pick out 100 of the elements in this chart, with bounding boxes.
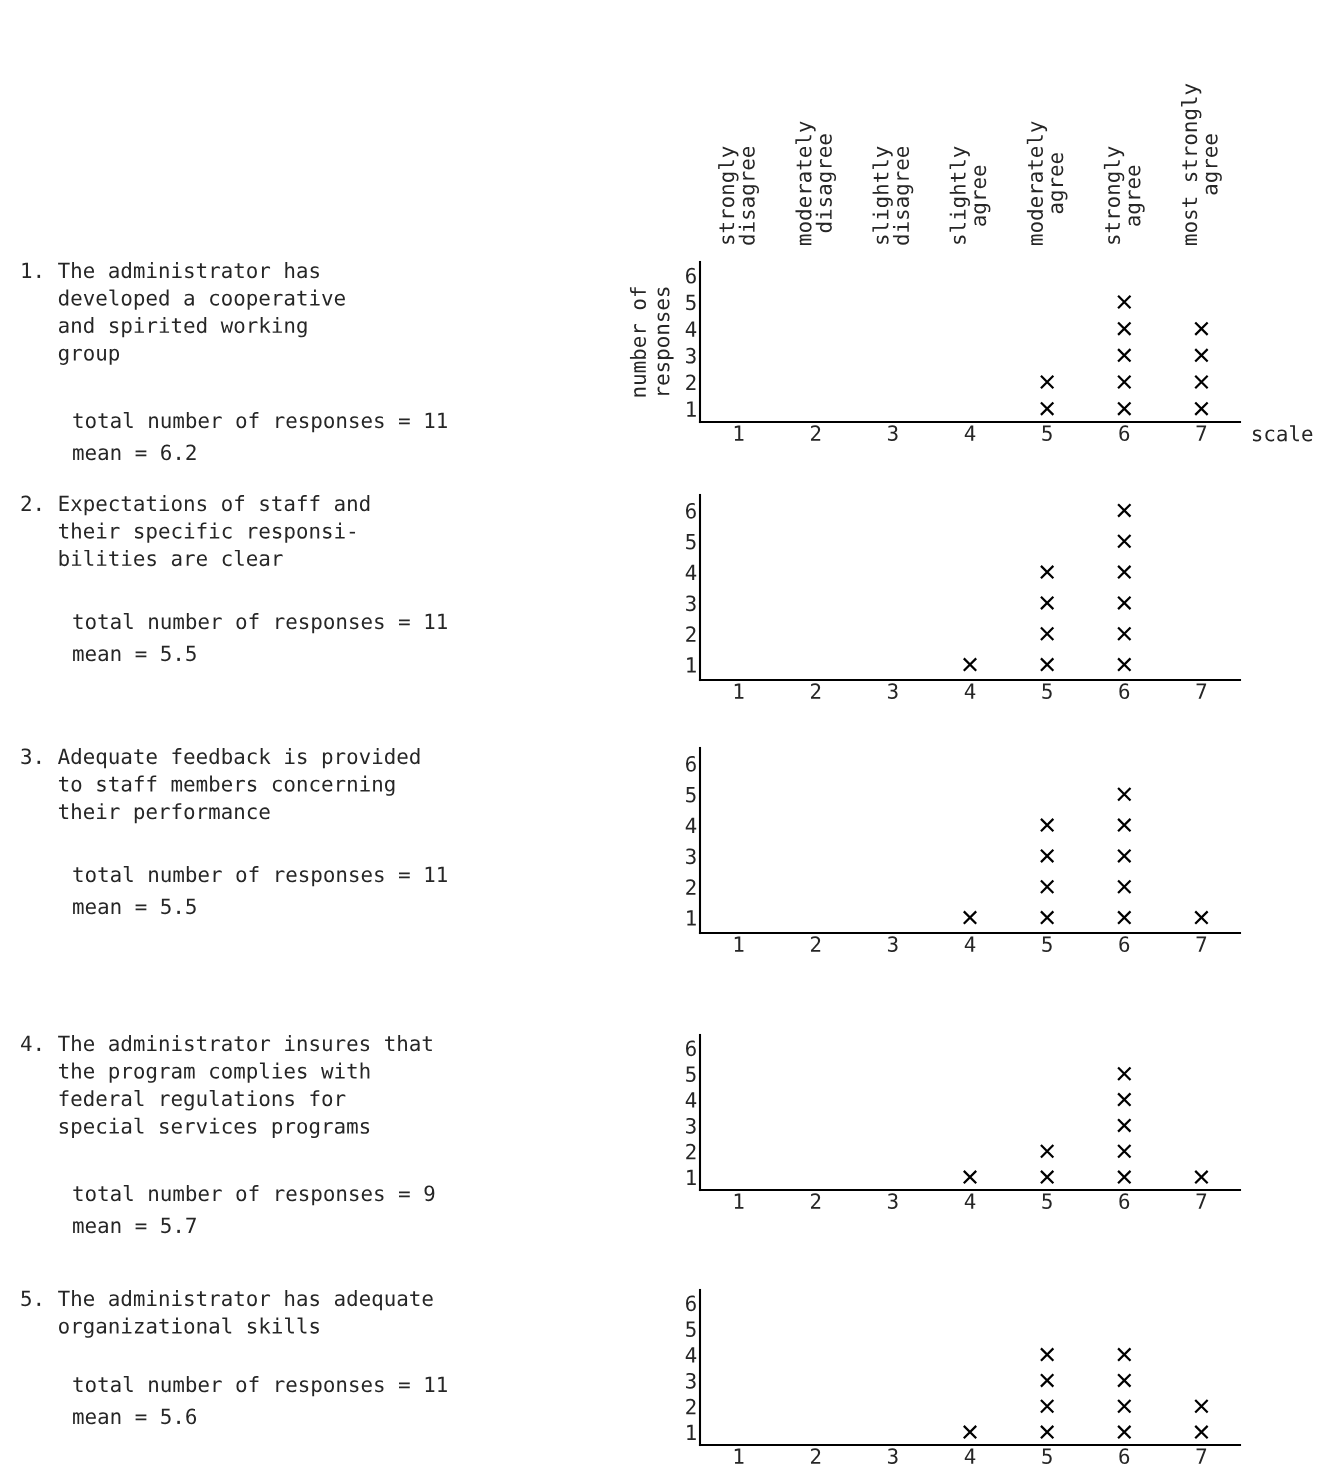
x-tick-label: 4 xyxy=(964,1193,976,1209)
point xyxy=(1116,401,1132,416)
point xyxy=(1116,1347,1132,1362)
point xyxy=(1194,910,1209,925)
point xyxy=(962,1424,978,1440)
x-tick-label: 5 xyxy=(1042,1193,1052,1210)
y-tick-label: 3 xyxy=(686,848,696,865)
x-tick-label: 6 xyxy=(1119,425,1130,442)
x-tick-label: 1 xyxy=(734,425,744,441)
x-tick-label: 3 xyxy=(887,683,898,700)
y-tick-label: 5 xyxy=(686,1066,696,1083)
point xyxy=(1116,1373,1132,1388)
text: mean = 5.5 xyxy=(73,898,196,915)
x-tick-label: 1 xyxy=(734,683,744,699)
y-tick-label: 4 xyxy=(685,1092,697,1108)
point xyxy=(962,910,978,925)
x-tick-label: 5 xyxy=(1042,683,1052,700)
point xyxy=(1116,786,1132,802)
point xyxy=(1039,848,1055,864)
y-tick-label: 3 xyxy=(686,1117,696,1134)
point xyxy=(1116,1118,1132,1133)
y-tick-label: 2 xyxy=(686,626,696,642)
point xyxy=(1116,910,1132,925)
x-tick-label: 4 xyxy=(964,1448,976,1464)
y-tick-label: 2 xyxy=(686,374,696,390)
y-tick-label: 4 xyxy=(685,1347,697,1363)
y-tick-label: 5 xyxy=(686,294,696,311)
x-tick-label: 3 xyxy=(887,425,898,442)
point xyxy=(1039,1169,1055,1185)
point xyxy=(1116,533,1132,549)
x-tick-label: 7 xyxy=(1196,1448,1207,1464)
y-tick-label: 1 xyxy=(687,1424,696,1441)
point xyxy=(1116,1424,1132,1440)
point xyxy=(1039,1373,1055,1388)
point xyxy=(1116,1398,1132,1414)
y-tick-label: 2 xyxy=(686,1143,696,1160)
y-tick-label: 5 xyxy=(686,787,696,803)
text: mean = 5.6 xyxy=(73,1408,197,1425)
point xyxy=(1194,374,1209,390)
text: 2. Expectations of staff and their specific responsi- bilities are clear xyxy=(21,495,370,567)
y-tick-label: 1 xyxy=(687,910,696,926)
text: total number of responses = 11 xyxy=(73,613,447,634)
y-tick-label: 6 xyxy=(686,755,696,772)
x-tick-label: 2 xyxy=(810,936,821,952)
point xyxy=(1194,348,1209,363)
text: strongly disagree xyxy=(718,146,759,245)
y-tick-label: 1 xyxy=(687,657,696,673)
x-tick-label: 6 xyxy=(1119,936,1130,953)
x-tick-label: 3 xyxy=(887,1193,898,1210)
point xyxy=(1116,595,1132,611)
y-tick-label: 5 xyxy=(686,534,696,550)
x-tick-label: 2 xyxy=(810,425,821,441)
point xyxy=(1116,348,1132,363)
x-tick-label: 7 xyxy=(1196,936,1207,952)
y-tick-label: 2 xyxy=(686,879,696,895)
text: mean = 6.2 xyxy=(73,444,196,461)
x-tick-label: 6 xyxy=(1119,1448,1130,1465)
x-tick-label: 1 xyxy=(734,1448,744,1464)
text: most strongly agree xyxy=(1181,83,1222,245)
text: 5. The administrator has adequate organizational skills xyxy=(21,1290,433,1338)
x-tick-label: 4 xyxy=(964,425,976,441)
point xyxy=(1039,657,1055,672)
x-tick-label: 5 xyxy=(1042,936,1052,953)
point xyxy=(1116,626,1132,642)
y-tick-label: 6 xyxy=(686,502,696,519)
text: total number of responses = 11 xyxy=(73,412,447,433)
point xyxy=(1194,401,1209,416)
point xyxy=(1039,1398,1055,1414)
point xyxy=(1116,879,1132,895)
point xyxy=(1039,1143,1055,1159)
x-tick-label: 5 xyxy=(1042,1448,1052,1465)
y-tick-label: 6 xyxy=(686,1040,696,1057)
point xyxy=(1194,1169,1209,1185)
y-tick-label: 3 xyxy=(686,1372,696,1389)
point xyxy=(962,1169,978,1185)
point xyxy=(1116,1066,1132,1082)
x-tick-label: 6 xyxy=(1119,683,1130,700)
point xyxy=(1116,817,1132,833)
point xyxy=(1116,1092,1132,1107)
x-tick-label: 2 xyxy=(810,1193,821,1209)
text: 3. Adequate feedback is provided to staff members concerning their performance xyxy=(21,748,420,824)
point xyxy=(1116,1169,1132,1185)
point xyxy=(1116,1143,1132,1159)
point xyxy=(1039,374,1055,390)
point xyxy=(1116,503,1132,518)
y-tick-label: 3 xyxy=(686,347,696,364)
point xyxy=(1039,401,1055,416)
x-tick-label: 6 xyxy=(1119,1193,1130,1210)
x-tick-label: 2 xyxy=(810,1448,821,1464)
text: mean = 5.7 xyxy=(73,1217,196,1234)
x-tick-label: 1 xyxy=(734,936,744,952)
text: total number of responses = 11 xyxy=(73,1376,447,1397)
x-tick-label: 4 xyxy=(964,683,976,699)
x-tick-label: 3 xyxy=(887,936,898,953)
x-tick-label: 1 xyxy=(734,1193,744,1209)
text: 4. The administrator insures that the program complies with federal regulations for special services programs xyxy=(21,1035,432,1139)
y-tick-label: 5 xyxy=(686,1321,696,1338)
point xyxy=(1116,294,1132,310)
x-axis-title: scale xyxy=(1252,425,1313,442)
point xyxy=(1039,817,1055,833)
